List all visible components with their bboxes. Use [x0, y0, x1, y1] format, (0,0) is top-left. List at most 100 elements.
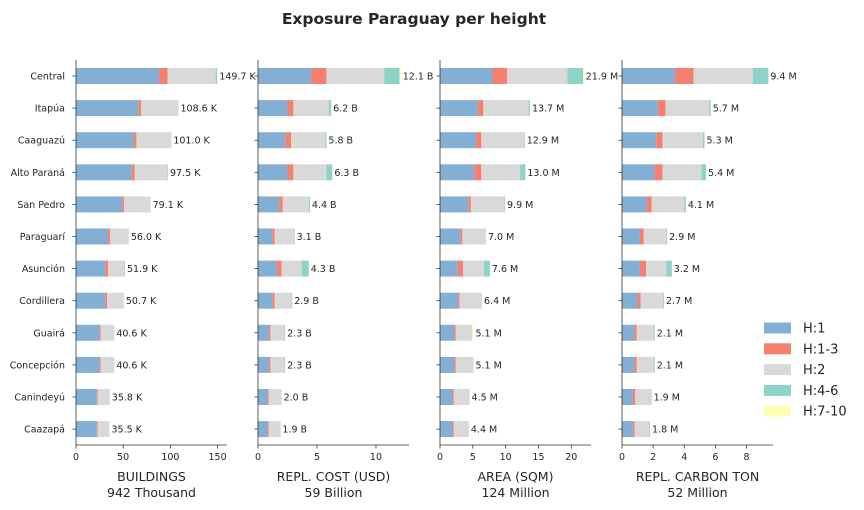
bar-segment	[258, 196, 280, 213]
bar-segment	[279, 196, 283, 213]
bar-segment	[657, 100, 666, 117]
bar-segment	[452, 389, 454, 405]
data-label: 12.1 B	[403, 72, 434, 83]
bar-segment	[440, 68, 493, 84]
bar-segment	[632, 389, 636, 405]
data-label: 40.6 K	[116, 328, 147, 339]
legend-swatch	[764, 343, 791, 355]
x-tick-label: 0	[73, 452, 79, 463]
bar-segment	[133, 132, 137, 149]
data-label: 4.4 B	[312, 200, 337, 211]
bar-segment	[506, 68, 568, 84]
bar-segment	[462, 260, 484, 277]
data-label: 5.1 M	[475, 360, 501, 371]
data-label: 149.7 K	[219, 72, 256, 83]
bar-segment	[258, 389, 268, 405]
bar-segment	[528, 100, 530, 117]
panel-4: 9.4 M 5.7 M 5.3 M 5.4 M 4.1 M 2.9 M 3.2 M 2.7 M…	[618, 60, 797, 500]
bar-segment	[76, 164, 132, 181]
bar-segment	[635, 389, 651, 405]
bar-segment	[634, 421, 650, 438]
bar-segment	[258, 68, 312, 84]
panel-1: 149.7 K 108.6 K 101.0 K 97.5 K 79.1 K 56.0 K 5…	[72, 60, 256, 500]
bar-segment	[622, 421, 633, 438]
bar-segment	[399, 68, 401, 84]
data-label: 4.5 M	[472, 393, 498, 404]
data-label: 6.4 M	[484, 296, 510, 307]
bar-segment	[258, 164, 288, 181]
bar-segment	[567, 68, 584, 84]
category-label: Concepción	[10, 360, 65, 371]
bar-segment	[454, 356, 456, 373]
bar-segment	[76, 100, 139, 117]
bar-segment	[622, 132, 657, 149]
bar-segment	[138, 100, 142, 117]
x-tick-label: 2	[650, 452, 656, 463]
bar-segment	[76, 356, 100, 373]
bar-segment	[651, 196, 685, 213]
bar-segment	[285, 132, 292, 149]
bar-segment	[105, 292, 108, 309]
bar-segment	[654, 164, 663, 181]
panel-2: 12.1 B 6.2 B 5.8 B 6.3 B 4.4 B 3.1 B 4.3 B 2.9 …	[254, 60, 434, 500]
data-label: 5.3 M	[707, 136, 733, 147]
bar-segment	[272, 228, 275, 245]
legend-swatch	[764, 364, 791, 376]
x-tick-label: 150	[208, 452, 226, 463]
bar-segment	[684, 196, 686, 213]
bar-segment	[108, 228, 110, 245]
bar-segment	[492, 68, 507, 84]
data-label: 13.7 M	[532, 104, 564, 115]
x-tick-label: 5	[314, 452, 320, 463]
bar-segment	[258, 324, 269, 341]
bar-segment	[460, 228, 463, 245]
data-label: 2.9 M	[669, 232, 695, 243]
data-label: 5.8 B	[328, 136, 353, 147]
bar-segment	[124, 196, 151, 213]
bar-segment	[440, 421, 453, 438]
data-label: 1.9 B	[282, 425, 307, 436]
category-label: Alto Paraná	[11, 168, 65, 179]
bar-segment	[632, 421, 635, 438]
category-labels: Central Itapúa Caaguazú Alto Paraná San Pedr…	[10, 72, 66, 436]
bar-segment	[76, 292, 106, 309]
data-label: 2.1 M	[657, 360, 683, 371]
x-axis-label: REPL. CARBON TON	[636, 469, 759, 484]
category-label: Cordillera	[19, 296, 65, 307]
bar-segment	[108, 260, 125, 277]
bar-segment	[653, 356, 655, 373]
bar-segment	[440, 228, 461, 245]
bar-segment	[474, 164, 482, 181]
data-label: 7.6 M	[492, 264, 518, 275]
bar-segment	[702, 132, 705, 149]
data-label: 7.0 M	[488, 232, 514, 243]
bar-segment	[267, 421, 269, 438]
bar-segment	[634, 324, 637, 341]
bar-segment	[622, 324, 635, 341]
bar-segment	[279, 421, 281, 438]
bar-segment	[76, 324, 100, 341]
bar-segment	[384, 68, 400, 84]
bar-segment	[452, 421, 454, 438]
bar-segment	[268, 421, 280, 438]
legend-swatch	[764, 405, 791, 417]
data-label: 5.1 M	[475, 328, 501, 339]
bar-segment	[99, 324, 101, 341]
bar-segment	[637, 292, 641, 309]
bar-segment	[274, 292, 292, 309]
bar-segment	[99, 356, 101, 373]
bar-segment	[76, 196, 123, 213]
category-label: Itapúa	[35, 104, 65, 115]
x-tick-label: 6	[712, 452, 718, 463]
bar-segment	[326, 164, 333, 181]
x-tick-label: 0	[437, 452, 443, 463]
bar-segment	[141, 100, 179, 117]
bar-segment	[267, 389, 269, 405]
bar-segment	[328, 100, 332, 117]
legend-swatch	[764, 322, 791, 334]
bar-segment	[167, 68, 216, 84]
bar-segment	[622, 68, 675, 84]
data-label: 1.9 M	[654, 393, 680, 404]
data-label: 2.7 M	[666, 296, 692, 307]
bar-segment	[481, 164, 521, 181]
